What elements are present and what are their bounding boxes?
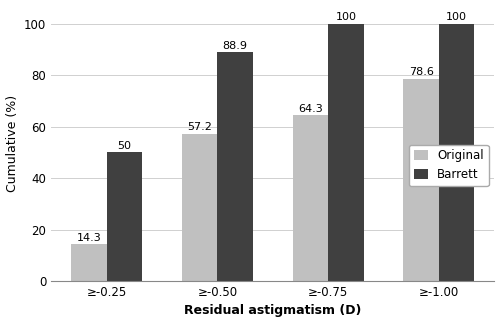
- Bar: [293, 116, 328, 281]
- Text: 78.6: 78.6: [408, 68, 434, 78]
- Bar: [404, 79, 439, 281]
- Bar: [107, 152, 142, 281]
- Text: 57.2: 57.2: [188, 122, 212, 132]
- Bar: [182, 134, 218, 281]
- Bar: [439, 24, 474, 281]
- Text: 50: 50: [118, 141, 132, 151]
- Text: 100: 100: [446, 12, 467, 22]
- Text: 64.3: 64.3: [298, 104, 323, 114]
- Text: 100: 100: [336, 12, 356, 22]
- Bar: [72, 244, 107, 281]
- Y-axis label: Cumulative (%): Cumulative (%): [6, 95, 18, 192]
- Bar: [328, 24, 364, 281]
- Bar: [218, 52, 253, 281]
- Text: 88.9: 88.9: [222, 41, 248, 51]
- Text: 14.3: 14.3: [76, 233, 102, 243]
- Legend: Original, Barrett: Original, Barrett: [409, 145, 488, 186]
- X-axis label: Residual astigmatism (D): Residual astigmatism (D): [184, 305, 362, 318]
